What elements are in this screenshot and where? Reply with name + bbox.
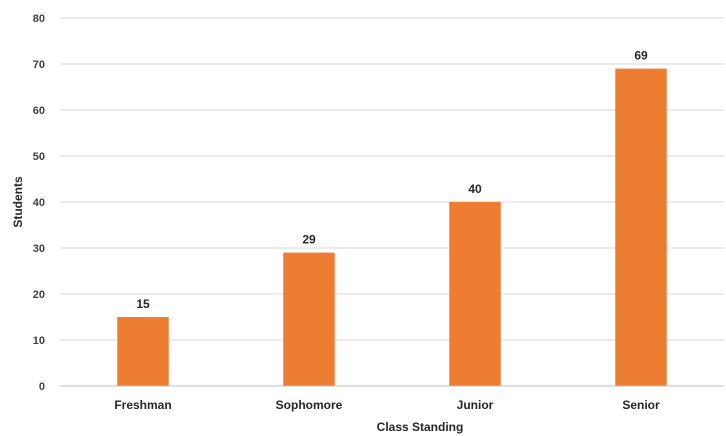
x-tick-label: Senior (622, 398, 660, 412)
y-tick-label: 80 (33, 13, 45, 25)
bar (117, 317, 169, 386)
y-axis-ticks: 0 10 20 30 40 50 60 70 80 (33, 13, 45, 393)
x-axis-title: Class Standing (377, 420, 464, 434)
gridlines (60, 17, 724, 341)
bar-data-label: 15 (136, 297, 150, 311)
bar (449, 202, 501, 386)
bar-data-label: 29 (302, 233, 316, 247)
bars (117, 68, 667, 386)
x-axis-ticks: Freshman Sophomore Junior Senior (114, 398, 660, 412)
bar (615, 68, 667, 386)
y-tick-label: 20 (33, 289, 45, 301)
bar-data-label: 69 (634, 49, 648, 63)
bar (283, 252, 335, 386)
y-tick-label: 10 (33, 335, 45, 347)
y-axis-title: Students (11, 176, 25, 228)
y-tick-label: 70 (33, 59, 45, 71)
y-tick-label: 30 (33, 243, 45, 255)
bar-data-label: 40 (468, 182, 482, 196)
y-tick-label: 40 (33, 197, 45, 209)
x-tick-label: Sophomore (276, 398, 343, 412)
y-tick-label: 50 (33, 151, 45, 163)
data-labels: 15 29 40 69 (136, 49, 648, 311)
y-tick-label: 60 (33, 105, 45, 117)
x-tick-label: Freshman (114, 398, 171, 412)
x-tick-label: Junior (457, 398, 494, 412)
y-tick-label: 0 (39, 381, 45, 393)
